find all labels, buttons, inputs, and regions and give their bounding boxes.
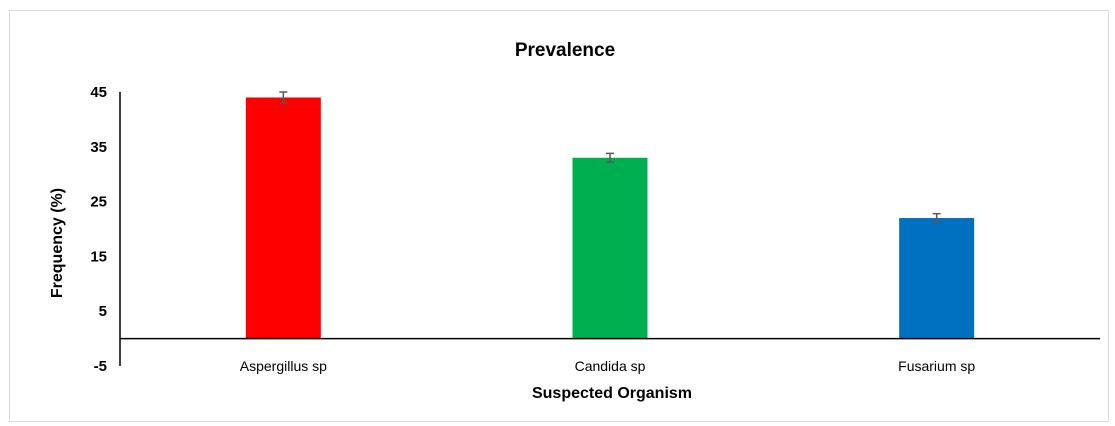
x-axis-title: Suspected Organism [532,385,692,402]
y-tick-label: 25 [90,194,107,211]
bar-aspergillus-sp [245,97,321,339]
x-tick-label: Fusarium sp [898,358,975,374]
y-tick-label: 45 [90,84,107,101]
x-tick-label: Candida sp [575,358,646,374]
y-tick-label: 35 [90,139,107,156]
y-tick-label: 15 [90,248,107,265]
bar-fusarium-sp [899,218,975,339]
y-tick-label: -5 [94,358,107,375]
chart-title: Prevalence [515,40,615,61]
chart-frame [9,10,1109,422]
error-bar [932,212,941,224]
x-tick-label: Aspergillus sp [240,358,327,374]
error-bars [279,91,941,224]
bars [245,97,975,339]
y-tick-labels: 45 35 25 15 5 -5 [90,84,107,375]
y-tick-label: 5 [99,303,107,320]
error-bar [606,152,614,163]
bar-candida-sp [572,157,648,339]
x-tick-labels: Aspergillus sp Candida sp Fusarium sp [240,358,976,374]
error-bar [279,91,288,104]
y-axis-title: Frequency (%) [49,188,66,298]
